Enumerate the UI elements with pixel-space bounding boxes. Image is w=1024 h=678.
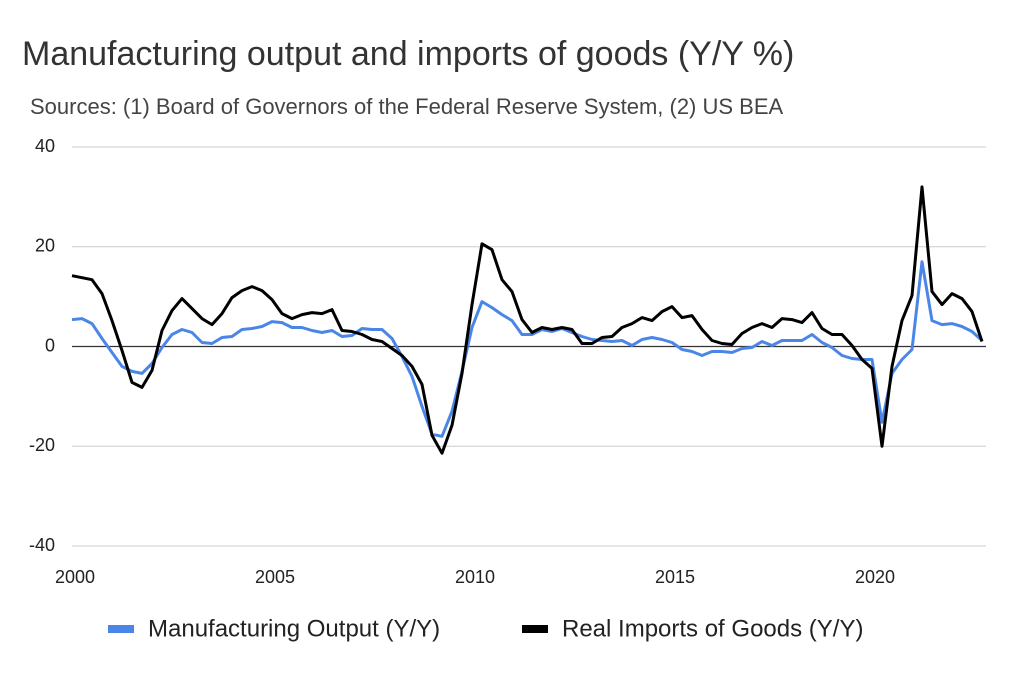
y-tick-label: -40	[29, 535, 55, 555]
legend-swatch	[108, 625, 134, 633]
x-tick-label: 2005	[255, 567, 295, 587]
x-tick-label: 2015	[655, 567, 695, 587]
legend-swatch	[522, 625, 548, 633]
chart-subtitle: Sources: (1) Board of Governors of the F…	[30, 94, 784, 119]
y-tick-label: -20	[29, 435, 55, 455]
legend-label: Manufacturing Output (Y/Y)	[148, 615, 440, 642]
y-tick-label: 40	[35, 136, 55, 156]
series-line	[71, 260, 984, 438]
y-tick-label: 20	[35, 236, 55, 256]
x-tick-label: 2000	[55, 567, 95, 587]
legend-label: Real Imports of Goods (Y/Y)	[562, 615, 863, 642]
chart-title: Manufacturing output and imports of good…	[22, 35, 794, 73]
series-line	[71, 185, 984, 455]
y-tick-label: 0	[45, 335, 55, 355]
x-tick-label: 2020	[855, 567, 895, 587]
x-tick-label: 2010	[455, 567, 495, 587]
